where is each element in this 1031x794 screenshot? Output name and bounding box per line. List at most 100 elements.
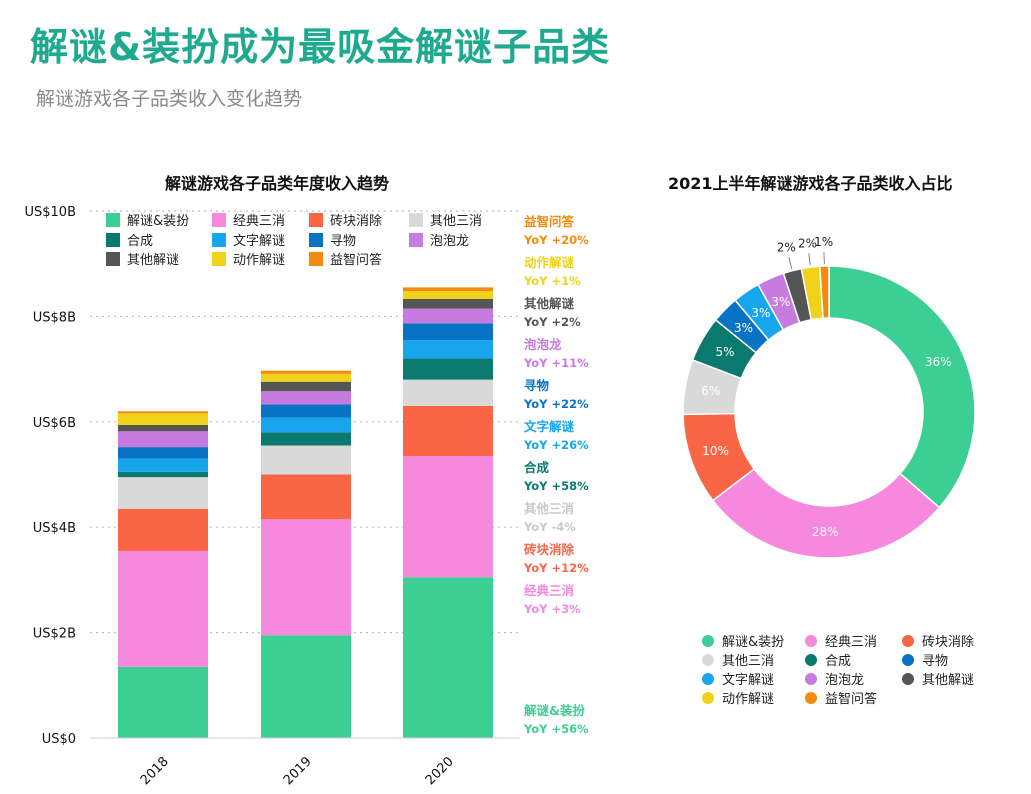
legend-label: 经典三消 (233, 214, 285, 229)
bar-chart-title: 解谜游戏各子品类年度收入趋势 (165, 174, 390, 193)
slice-label: 28% (812, 525, 839, 539)
bar-segment (403, 287, 493, 292)
annotation-name: 其他三消 (524, 501, 575, 516)
bar-segment (403, 323, 493, 341)
legend-swatch (309, 233, 323, 247)
bar-segment (403, 299, 493, 309)
legend-swatch (106, 213, 120, 227)
bar-segment (261, 519, 351, 636)
bar-segment (261, 417, 351, 433)
slice-label: 1% (814, 235, 833, 249)
legend-label: 其他解谜 (127, 253, 179, 268)
annotation-name: 寻物 (524, 378, 550, 393)
donut-slice (828, 265, 976, 509)
annotation-yoy: YoY +56% (523, 722, 589, 736)
legend-swatch (212, 233, 226, 247)
legend-dot (805, 635, 817, 647)
y-tick-label: US$6B (33, 416, 76, 431)
bar-segment (261, 391, 351, 405)
bar-segment (403, 340, 493, 359)
legend-dot (902, 673, 914, 685)
slice-label: 3% (771, 295, 790, 309)
legend-swatch (409, 213, 423, 227)
slice-label: 10% (702, 444, 729, 458)
bar-segment (261, 445, 351, 475)
legend-label: 其他三消 (722, 654, 774, 669)
x-tick-label: 2018 (138, 754, 172, 788)
slice-label: 3% (734, 321, 753, 335)
annotation-name: 其他解谜 (524, 296, 575, 311)
bar-segment (403, 308, 493, 324)
legend-dot (805, 692, 817, 704)
slice-label: 5% (716, 345, 735, 359)
x-tick-label: 2020 (423, 754, 457, 788)
annotation-name: 解谜&装扮 (524, 703, 585, 718)
legend-label: 寻物 (922, 654, 948, 669)
legend-dot (805, 673, 817, 685)
slice-leader-line (788, 257, 793, 269)
annotation-yoy: YoY +1% (523, 274, 581, 288)
annotation-name: 动作解谜 (524, 255, 575, 270)
legend-swatch (106, 252, 120, 266)
legend-swatch (409, 233, 423, 247)
bar-stacks (118, 287, 493, 738)
bar-segment (118, 471, 208, 478)
bar-segment (118, 550, 208, 667)
legend-swatch (309, 213, 323, 227)
annotation-yoy: YoY +3% (523, 602, 581, 616)
annotation-yoy: YoY +2% (523, 315, 581, 329)
bar-segment (403, 291, 493, 300)
bar-segment (118, 413, 208, 425)
page-title: 解谜&装扮成为最吸金解谜子品类 (30, 25, 611, 69)
donut-slice (818, 265, 830, 319)
annotation-name: 合成 (524, 460, 550, 475)
slice-label: 6% (701, 384, 720, 398)
bar-segment (118, 508, 208, 551)
legend-label: 解谜&装扮 (722, 635, 784, 650)
slice-label: 2% (777, 240, 796, 254)
annotation-name: 文字解谜 (524, 419, 575, 434)
bar-segment (403, 405, 493, 457)
y-tick-label: US$2B (33, 627, 76, 642)
annotation-yoy: YoY +26% (523, 438, 589, 452)
bar-annotations: 益智问答 YoY +20% 动作解谜 YoY +1% 其他解谜 YoY +2% 泡泡龙 YoY… (523, 214, 589, 736)
annotation-name: 益智问答 (524, 214, 575, 229)
legend-swatch (212, 252, 226, 266)
bar-segment (118, 411, 208, 414)
legend-label: 其他解谜 (922, 673, 974, 688)
y-tick-label: US$8B (33, 310, 76, 325)
legend-dot (805, 654, 817, 666)
bar-segment (261, 635, 351, 738)
legend-label: 文字解谜 (233, 234, 285, 249)
legend-swatch (309, 252, 323, 266)
x-tick-label: 2019 (281, 754, 315, 788)
bar-segment (261, 432, 351, 446)
legend-label: 合成 (127, 234, 153, 249)
bar-segment (261, 404, 351, 418)
donut-chart: 36%28%10%6%5%3%3%3%2% 2%1% (682, 235, 976, 559)
bar-segment (118, 458, 208, 472)
page-subtitle: 解谜游戏各子品类收入变化趋势 (36, 88, 303, 110)
legend-dot (702, 692, 714, 704)
donut-chart-title: 2021上半年解谜游戏各子品类收入占比 (668, 174, 953, 193)
legend-label: 砖块消除 (330, 214, 382, 229)
bar-segment (403, 456, 493, 578)
bar-segment (261, 474, 351, 520)
bar-segment (261, 370, 351, 374)
annotation-name: 砖块消除 (524, 542, 575, 557)
legend-label: 泡泡龙 (430, 234, 469, 249)
slice-label: 2% (798, 236, 817, 250)
legend-dot (702, 673, 714, 685)
bar-segment (403, 379, 493, 406)
bar-segment (403, 358, 493, 380)
slice-leader-line (808, 253, 811, 266)
legend-label: 动作解谜 (233, 253, 285, 268)
bar-segment (118, 424, 208, 432)
legend-label: 其他三消 (430, 214, 482, 229)
annotation-yoy: YoY +22% (523, 397, 589, 411)
bar-segment (118, 447, 208, 459)
bar-segment (118, 431, 208, 448)
annotation-yoy: YoY -4% (523, 520, 576, 534)
